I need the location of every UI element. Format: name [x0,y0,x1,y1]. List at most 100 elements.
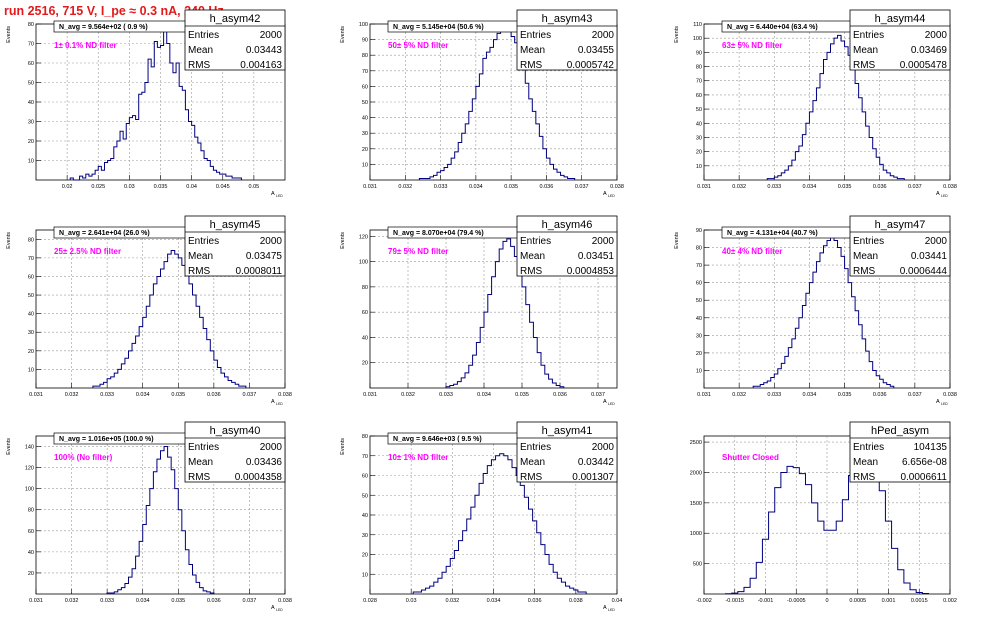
x-axis-label: A [603,399,607,405]
stats-box-frame [184,9,286,71]
x-tick-label: 0.045 [216,184,230,190]
stats-label-rms: RMS [188,266,211,277]
y-tick-label: 50 [696,298,702,304]
stats-label-rms: RMS [520,472,543,483]
y-tick-label: 10 [362,162,368,168]
stats-value-rms: 0.0004358 [235,472,283,483]
stats-box: h_asym42 Entries 2000 Mean 0.03443 RMS 0.00416… [184,9,286,71]
stats-value-entries: 2000 [592,236,615,247]
x-tick-label: 0.033 [439,392,453,398]
stats-box-frame [516,9,618,71]
stats-value-entries: 2000 [592,30,615,41]
y-tick-label: 100 [693,36,702,42]
x-tick-label: 0.031 [697,392,711,398]
filter-label: 79± 5% ND filter [388,247,448,256]
y-tick-label: 50 [362,100,368,106]
navg-label: N_avg = 8.070e+04 (79.4 %) [393,230,484,237]
stats-box: h_asym43 Entries 2000 Mean 0.03455 RMS 0.00057… [516,9,618,71]
y-tick-label: 20 [362,553,368,559]
x-tick-label: 0.037 [243,598,257,604]
stats-label-mean: Mean [853,251,878,262]
x-tick-label: 0.036 [528,598,542,604]
y-tick-label: 1500 [690,501,702,507]
x-tick-label: 0.033 [100,392,114,398]
stats-box-frame [184,215,286,277]
y-tick-label: 1000 [690,531,702,537]
y-tick-label: 60 [696,93,702,99]
x-tick-label: 0 [825,598,828,604]
y-tick-label: 80 [362,434,368,440]
stats-value-entries: 2000 [260,30,283,41]
y-tick-label: 70 [696,79,702,85]
histogram-panel-h_asym45: 0.031 0.032 0.033 0.034 0.035 0.036 0.037 0.038… [6,215,292,406]
stats-box: h_asym46 Entries 2000 Mean 0.03451 RMS 0.00048… [516,215,618,277]
y-tick-label: 60 [696,281,702,287]
y-tick-label: 120 [25,466,34,472]
y-tick-label: 70 [696,263,702,269]
histogram-line [69,27,242,181]
y-tick-label: 50 [28,81,34,87]
x-tick-label: 0.031 [697,184,711,190]
stats-label-rms: RMS [188,472,211,483]
x-axis-label-sub: LED [608,402,615,406]
x-axis-label: A [603,605,607,611]
x-tick-label: 0.038 [943,184,957,190]
y-tick-label: 30 [28,120,34,126]
x-tick-label: 0.032 [65,392,79,398]
y-tick-label: 80 [696,65,702,71]
y-tick-label: 20 [696,150,702,156]
x-tick-label: 0.035 [171,392,185,398]
stats-label-rms: RMS [520,266,543,277]
y-tick-label: 110 [693,22,702,28]
y-tick-label: 20 [696,351,702,357]
x-tick-label: -0.002 [696,598,712,604]
x-tick-label: 0.037 [908,392,922,398]
histogram-panel-hPed_asym: -0.002 -0.0015 -0.001 -0.0005 0 0.0005 0.001 0.… [690,421,957,604]
histogram-name: h_asym43 [542,13,593,25]
x-tick-label: 0.03 [406,598,417,604]
x-tick-label: 0.038 [610,184,624,190]
histogram-panel-h_asym40: 0.031 0.032 0.033 0.034 0.035 0.036 0.037 0.038… [6,421,292,612]
y-tick-label: 2500 [690,440,702,446]
x-tick-label: 0.034 [469,184,483,190]
y-tick-label: 80 [28,237,34,243]
filter-label: 25± 2.5% ND filter [54,247,121,256]
x-tick-label: 0.02 [62,184,73,190]
x-tick-label: 0.036 [873,184,887,190]
stats-value-mean: 6.656e-08 [902,457,947,468]
stats-label-entries: Entries [520,236,551,247]
x-tick-label: 0.034 [136,392,150,398]
page-title: run 2516, 715 V, I_pe ≈ 0.3 nA, 240 Hz [4,4,224,18]
stats-box: h_asym44 Entries 2000 Mean 0.03469 RMS 0.00054… [849,9,951,71]
x-tick-label: 0.033 [434,184,448,190]
y-tick-label: 20 [362,361,368,367]
histogram-line [725,441,929,595]
stats-value-entries: 2000 [925,236,948,247]
y-tick-label: 70 [28,42,34,48]
x-tick-label: 0.031 [363,184,377,190]
histogram-line [752,236,895,388]
y-tick-label: 60 [28,61,34,67]
x-tick-label: 0.033 [767,184,781,190]
stats-value-mean: 0.03475 [246,251,283,262]
stats-label-entries: Entries [188,236,219,247]
y-tick-label: 50 [696,107,702,113]
stats-value-rms: 0.0008011 [235,266,282,277]
x-tick-label: 0.04 [612,598,623,604]
y-tick-label: 90 [362,38,368,44]
stats-value-entries: 104135 [914,442,948,453]
y-tick-label: 40 [362,513,368,519]
x-tick-label: 0.028 [363,598,377,604]
stats-value-entries: 2000 [260,442,283,453]
y-tick-label: 100 [25,487,34,493]
filter-label: 63± 5% ND filter [722,41,782,50]
filter-label: Shutter Closed [722,453,779,462]
x-axis-label-sub: LED [608,194,615,198]
y-tick-label: 40 [28,312,34,318]
x-tick-label: 0.037 [591,392,605,398]
y-tick-label: 90 [696,228,702,234]
x-axis-label-sub: LED [941,194,948,198]
x-tick-label: 0.033 [100,598,114,604]
x-axis-label-sub: LED [276,608,283,612]
y-tick-label: 40 [362,116,368,122]
